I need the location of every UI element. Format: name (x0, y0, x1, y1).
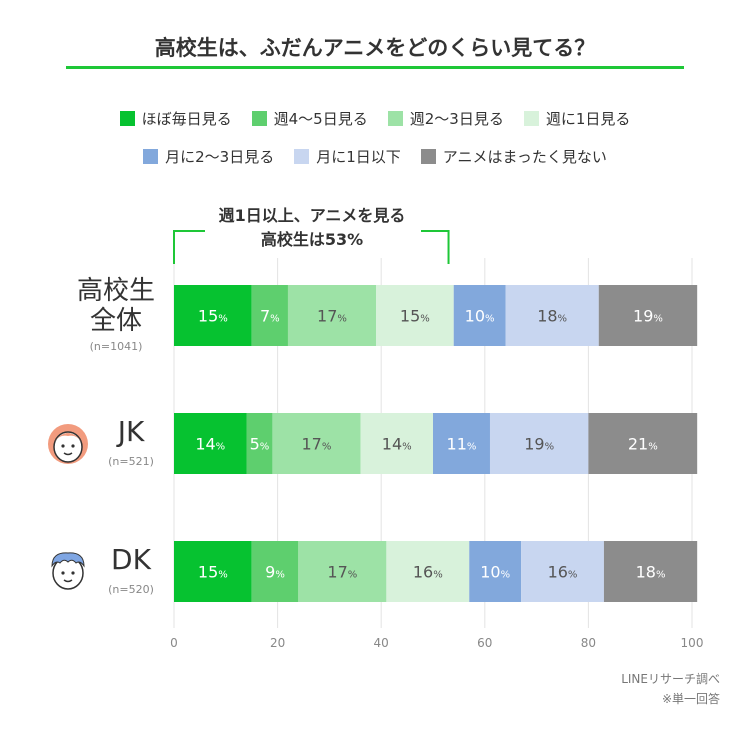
legend-label: 月に2〜3日見る (165, 148, 275, 166)
group-label-dk: DK (111, 543, 151, 576)
bar-value-label: 7% (260, 307, 280, 326)
legend-swatch (119, 111, 135, 126)
legend-item: アニメはまったく見ない (420, 146, 607, 167)
bar-value-label: 19% (633, 307, 663, 326)
bar-segment (521, 541, 604, 602)
annotation-label: 週1日以上、アニメを見る 高校生は53% (172, 204, 452, 252)
legend-label: 月に1日以下 (316, 148, 401, 166)
legend-item: 週2〜3日見る (387, 108, 504, 129)
legend-row-2: 月に2〜3日見る 月に1日以下 アニメはまったく見ない (0, 146, 750, 167)
boy-face-icon (51, 552, 85, 590)
bar-segment (251, 285, 288, 346)
legend-label: ほぼ毎日見る (141, 110, 232, 128)
legend-swatch (420, 149, 436, 164)
bar-value-label: 14% (195, 435, 225, 454)
bar-value-label: 15% (400, 307, 430, 326)
bar-value-label: 16% (413, 563, 443, 582)
bar-segment (505, 285, 599, 346)
bar-segment (174, 541, 252, 602)
bar-segment (489, 413, 589, 474)
bar-value-label: 18% (537, 307, 567, 326)
bar-segment (386, 541, 470, 602)
bar-value-label: 17% (327, 563, 357, 582)
x-tick-label: 100 (681, 636, 704, 650)
bar-segment (298, 541, 387, 602)
legend-label: 週2〜3日見る (409, 110, 504, 128)
bar-value-label: 14% (382, 435, 412, 454)
source-line-1: LINEリサーチ調べ (621, 672, 720, 686)
group-n-all: (n=1041) (89, 340, 143, 353)
annotation-line-2: 高校生は53% (260, 230, 364, 249)
legend-label: 週4〜5日見る (273, 110, 368, 128)
bar-segment (588, 413, 698, 474)
bar-segment (598, 285, 698, 346)
bar-segment (174, 413, 247, 474)
bar-segment (246, 413, 273, 474)
legend-label: 週に1日見る (545, 110, 631, 128)
source-note: LINEリサーチ調べ ※単一回答 (621, 669, 720, 709)
legend-item: ほぼ毎日見る (119, 108, 232, 129)
bar-value-label: 5% (250, 435, 270, 454)
x-tick-label: 80 (581, 636, 596, 650)
bar-segment (376, 285, 454, 346)
bar-value-label: 10% (465, 307, 495, 326)
annotation-line-1: 週1日以上、アニメを見る (218, 206, 406, 225)
bar-segment (360, 413, 433, 474)
legend-item: 週4〜5日見る (251, 108, 368, 129)
bar-segment (469, 541, 522, 602)
bar-value-label: 9% (265, 563, 285, 582)
bar-segment (433, 413, 490, 474)
girl-face-icon (48, 424, 88, 464)
bar-segment (453, 285, 506, 346)
bar-value-label: 21% (628, 435, 658, 454)
legend-swatch (251, 111, 267, 126)
legend-item: 週に1日見る (523, 108, 631, 129)
bar-value-label: 15% (198, 307, 228, 326)
bar-segment (603, 541, 698, 602)
chart-title: 高校生は、ふだんアニメをどのくらい見てる？ (154, 36, 596, 60)
source-line-2: ※単一回答 (661, 692, 720, 706)
bar-segment (174, 285, 252, 346)
bar-value-label: 17% (317, 307, 347, 326)
legend-item: 月に1日以下 (294, 146, 401, 167)
legend-item: 月に2〜3日見る (143, 146, 274, 167)
bar-value-label: 15% (198, 563, 228, 582)
legend-row-1: ほぼ毎日見る 週4〜5日見る 週2〜3日見る 週に1日見る (0, 108, 750, 129)
legend-label: アニメはまったく見ない (442, 148, 607, 166)
x-tick-label: 60 (477, 636, 492, 650)
bar-value-label: 16% (548, 563, 578, 582)
group-label-jk: JK (117, 415, 145, 448)
bar-value-label: 18% (636, 563, 666, 582)
bar-value-label: 17% (302, 435, 332, 454)
bar-segment (251, 541, 299, 602)
group-name-line-2: 全体 (89, 306, 142, 336)
group-n-jk: (n=521) (108, 455, 154, 468)
legend-swatch (523, 111, 539, 126)
group-label-all: 高校生 全体 (60, 276, 172, 336)
legend-swatch (387, 111, 403, 126)
bar-segment (287, 285, 377, 346)
bar-segment (272, 413, 361, 474)
bar-value-label: 19% (524, 435, 554, 454)
title-underline (66, 66, 684, 69)
x-tick-label: 40 (374, 636, 389, 650)
group-name-line-1: 高校生 (76, 276, 155, 306)
legend-swatch (143, 149, 159, 164)
bar-value-label: 10% (480, 563, 510, 582)
x-tick-label: 20 (270, 636, 285, 650)
group-n-dk: (n=520) (108, 583, 154, 596)
bar-value-label: 11% (447, 435, 477, 454)
x-tick-label: 0 (170, 636, 178, 650)
legend-swatch (294, 149, 310, 164)
